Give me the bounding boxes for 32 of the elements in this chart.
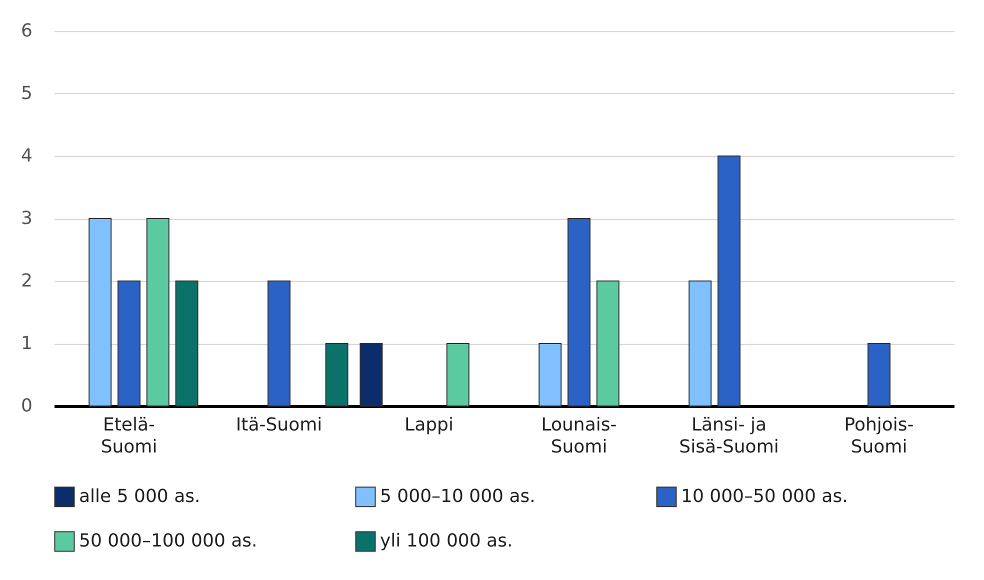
y-tick-label: 6 [21,20,32,42]
x-tick-label: Etelä-Suomi [100,414,158,458]
bar [146,218,170,406]
bar [268,280,290,406]
y-tick-label: 4 [21,146,32,166]
x-tick-label: Itä-Suomi [236,414,322,436]
bar [360,343,383,406]
bar [568,218,590,406]
legend-label: 50 000–100 000 as. [79,530,258,552]
bar [868,343,890,406]
x-tick-label: Lounais-Suomi [541,414,617,458]
y-tick-label: 5 [21,83,32,104]
legend-label: 5 000–10 000 as. [380,486,536,507]
bar [325,343,348,406]
x-tick-label: Pohjois-Suomi [844,414,914,458]
bar [118,280,140,406]
bar [688,280,712,406]
x-tick-label: Lappi [404,414,454,436]
bar [175,280,198,406]
x-tick-label: Länsi- ja Sisä-Suomi [679,414,779,458]
bar [538,343,562,406]
bar [446,343,470,406]
y-tick-label: 3 [21,208,32,229]
y-tick-label: 0 [21,396,32,416]
legend-label: alle 5 000 as. [79,486,200,507]
y-tick-label: 1 [21,333,32,354]
legend-label: 10 000–50 000 as. [681,486,848,507]
bar [596,280,620,406]
y-tick-label: 2 [21,270,32,292]
legend-label: yli 100 000 as. [380,530,513,552]
bar [88,218,112,406]
bar [718,156,740,406]
